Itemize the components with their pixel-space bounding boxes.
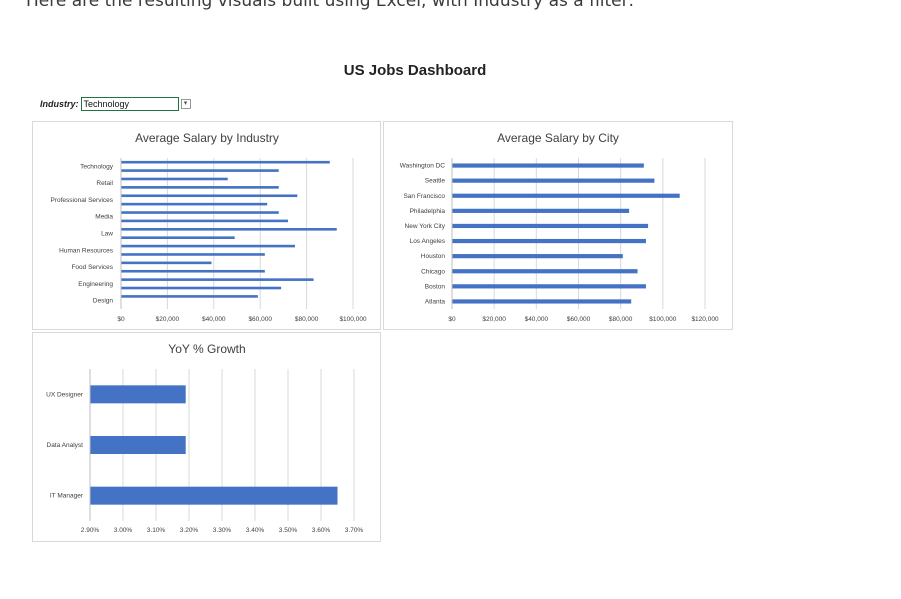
bar bbox=[452, 193, 680, 198]
category-label: IT Manager bbox=[50, 493, 84, 500]
tick-label: $100,000 bbox=[339, 316, 366, 323]
tick-label: 3.70% bbox=[345, 527, 364, 534]
category-label: Technology bbox=[80, 163, 114, 170]
category-label: Seattle bbox=[425, 178, 446, 185]
dropdown-arrow-icon[interactable]: ▾ bbox=[180, 99, 191, 109]
bar bbox=[121, 219, 289, 223]
category-label: Atlanta bbox=[425, 298, 446, 305]
category-label: Media bbox=[95, 214, 113, 221]
bar bbox=[452, 299, 632, 304]
tick-label: 2.90% bbox=[81, 527, 100, 534]
bar bbox=[452, 208, 630, 213]
tick-label: $0 bbox=[117, 316, 125, 323]
bar bbox=[452, 269, 638, 274]
tick-label: 3.40% bbox=[246, 527, 265, 534]
tick-label: $20,000 bbox=[482, 316, 506, 323]
bar bbox=[121, 253, 265, 256]
category-label: Engineering bbox=[78, 281, 113, 288]
category-label: Law bbox=[101, 231, 113, 238]
category-label: Food Services bbox=[71, 264, 113, 271]
bar bbox=[452, 163, 644, 168]
bar bbox=[90, 486, 338, 505]
industry-chart: Average Salary by Industry $0 $20,000 $40,0… bbox=[51, 131, 367, 323]
bar bbox=[121, 160, 330, 164]
category-label: UX Designer bbox=[46, 391, 84, 398]
bar bbox=[121, 261, 212, 265]
bar bbox=[121, 211, 279, 214]
tick-label: 3.50% bbox=[279, 527, 298, 534]
city-chart: Average Salary by City $0 $20,000 $40,000 $6… bbox=[400, 131, 719, 323]
bar bbox=[121, 236, 235, 239]
tick-label: $40,000 bbox=[202, 316, 226, 323]
tick-label: $40,000 bbox=[525, 316, 549, 323]
tick-label: $80,000 bbox=[295, 316, 319, 323]
category-label: Human Resources bbox=[59, 247, 114, 254]
tick-label: $120,000 bbox=[691, 316, 718, 323]
bar bbox=[121, 177, 228, 181]
category-label: Design bbox=[93, 298, 114, 305]
category-label: Houston bbox=[421, 253, 446, 260]
bar bbox=[452, 238, 646, 244]
tick-label: 3.10% bbox=[147, 527, 166, 534]
yoy-chart: YoY % Growth 2.90% 3.00% 3.10% 3.20% 3.30% 3.4… bbox=[46, 342, 364, 534]
bar bbox=[452, 254, 623, 259]
bar bbox=[121, 295, 258, 298]
category-label: Washington DC bbox=[400, 163, 446, 170]
category-label: Boston bbox=[425, 283, 446, 290]
bar bbox=[90, 385, 186, 404]
category-label: Chicago bbox=[421, 268, 445, 275]
category-label: Philadelphia bbox=[410, 208, 446, 215]
bar bbox=[121, 278, 314, 281]
tick-label: 3.00% bbox=[114, 527, 133, 534]
category-label: Data Analyst bbox=[47, 442, 84, 449]
tick-label: $100,000 bbox=[649, 316, 676, 323]
bar bbox=[452, 284, 646, 289]
tick-label: $0 bbox=[448, 316, 456, 323]
industry-filter-cell[interactable]: Technology bbox=[80, 97, 179, 111]
industry-chart-title: Average Salary by Industry bbox=[135, 131, 279, 145]
tick-label: 3.20% bbox=[180, 527, 199, 534]
dashboard-title: US Jobs Dashboard bbox=[343, 62, 487, 79]
category-label: Los Angeles bbox=[410, 238, 446, 245]
bar bbox=[121, 169, 279, 172]
category-label: San Francisco bbox=[403, 193, 445, 200]
bar bbox=[121, 202, 268, 206]
category-label: Professional Services bbox=[51, 197, 114, 204]
bar bbox=[121, 286, 282, 290]
bar bbox=[121, 186, 279, 189]
tick-label: 3.30% bbox=[213, 527, 232, 534]
bar bbox=[452, 223, 649, 229]
tick-label: $20,000 bbox=[156, 316, 180, 323]
yoy-chart-title: YoY % Growth bbox=[168, 342, 245, 356]
bar bbox=[121, 269, 265, 273]
tick-label: $80,000 bbox=[609, 316, 633, 323]
tick-label: $60,000 bbox=[567, 316, 591, 323]
category-label: Retail bbox=[96, 180, 113, 187]
tick-label: 3.60% bbox=[312, 527, 331, 534]
city-chart-panel: Average Salary by City $0 $20,000 $40,000 $6… bbox=[383, 121, 733, 330]
bar bbox=[121, 244, 295, 248]
bar bbox=[452, 178, 655, 183]
intro-caption: Here are the resulting visuals built usi… bbox=[26, 0, 635, 11]
industry-filter: Industry: Technology ▾ bbox=[40, 96, 191, 112]
city-chart-title: Average Salary by City bbox=[497, 131, 619, 145]
category-label: New York City bbox=[405, 223, 446, 230]
tick-label: $60,000 bbox=[248, 316, 272, 323]
yoy-chart-panel: YoY % Growth 2.90% 3.00% 3.10% 3.20% 3.30% 3.4… bbox=[32, 332, 381, 542]
bar bbox=[121, 194, 298, 198]
industry-chart-panel: Average Salary by Industry $0 $20,000 $40,0… bbox=[32, 121, 381, 330]
filter-label: Industry: bbox=[40, 99, 79, 109]
bar bbox=[90, 436, 186, 454]
bar bbox=[121, 228, 337, 231]
